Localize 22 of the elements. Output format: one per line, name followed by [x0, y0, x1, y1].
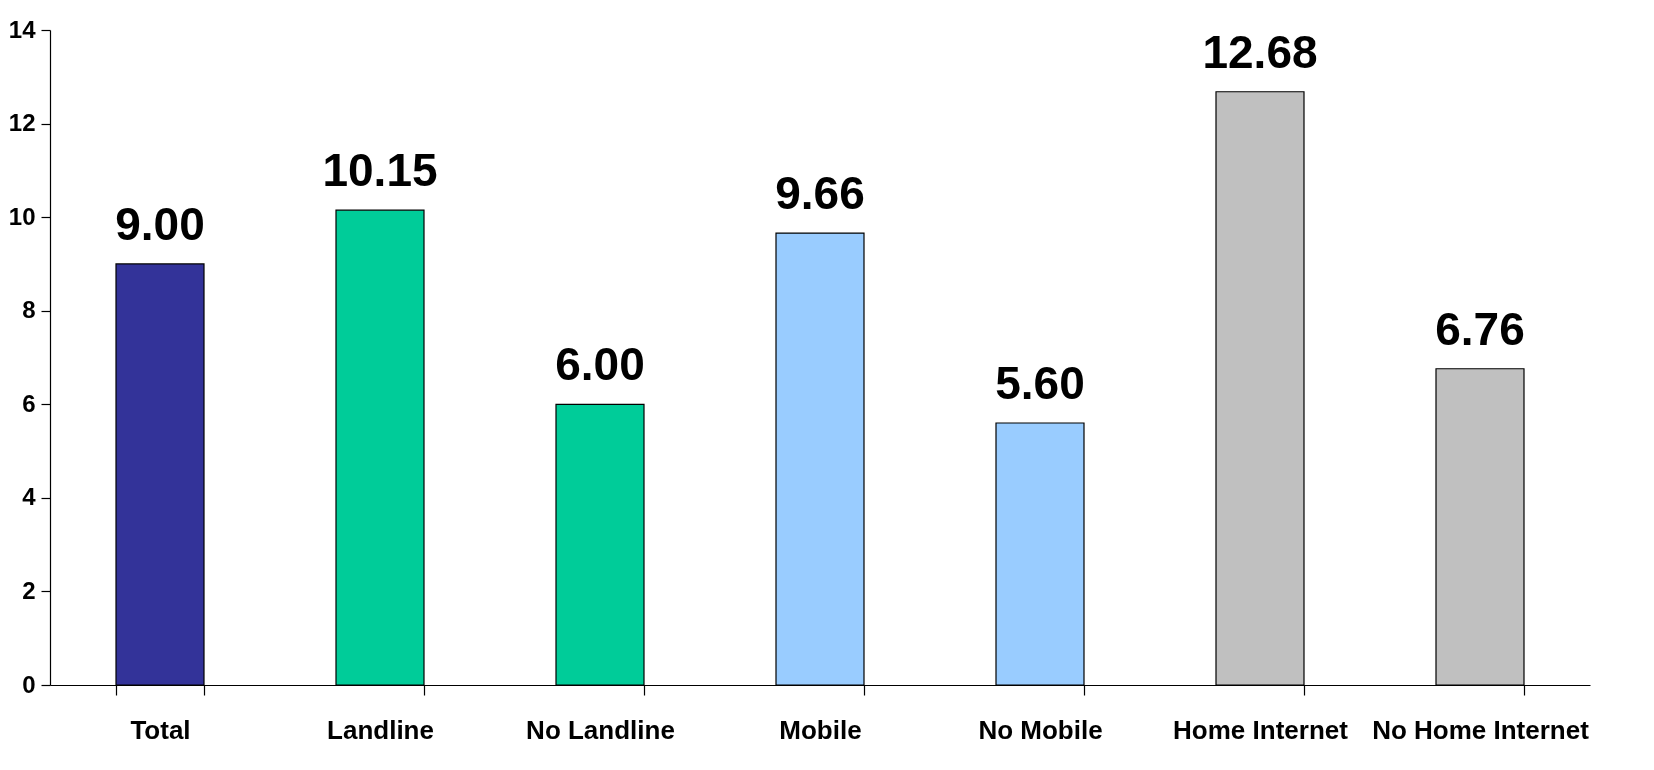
x-tick-label: Mobile	[779, 714, 862, 745]
x-tick-label: No Home Internet	[1372, 714, 1590, 745]
y-tick-label: 14	[8, 15, 37, 43]
x-tick-label: Landline	[327, 714, 434, 745]
x-tick-label: Total	[130, 714, 191, 745]
data-label: 6.00	[555, 338, 645, 391]
x-tick-label: Home Internet	[1173, 714, 1349, 745]
y-tick-label: 0	[22, 670, 36, 698]
data-label: 5.60	[995, 357, 1085, 409]
data-label: 9.66	[775, 167, 865, 220]
x-tick-label: No Landline	[526, 714, 675, 745]
y-tick-label: 10	[8, 202, 36, 230]
y-tick-label: 8	[22, 296, 36, 324]
y-tick-label: 2	[22, 576, 36, 604]
data-label: 9.00	[115, 197, 205, 250]
y-tick-label: 12	[8, 109, 36, 137]
y-tick-label: 4	[22, 483, 37, 511]
data-label: 6.76	[1435, 302, 1525, 355]
x-tick-label: No Mobile	[978, 714, 1103, 745]
data-label: 10.15	[322, 144, 438, 197]
y-tick-label: 6	[22, 389, 36, 417]
data-label: 12.68	[1202, 25, 1318, 78]
